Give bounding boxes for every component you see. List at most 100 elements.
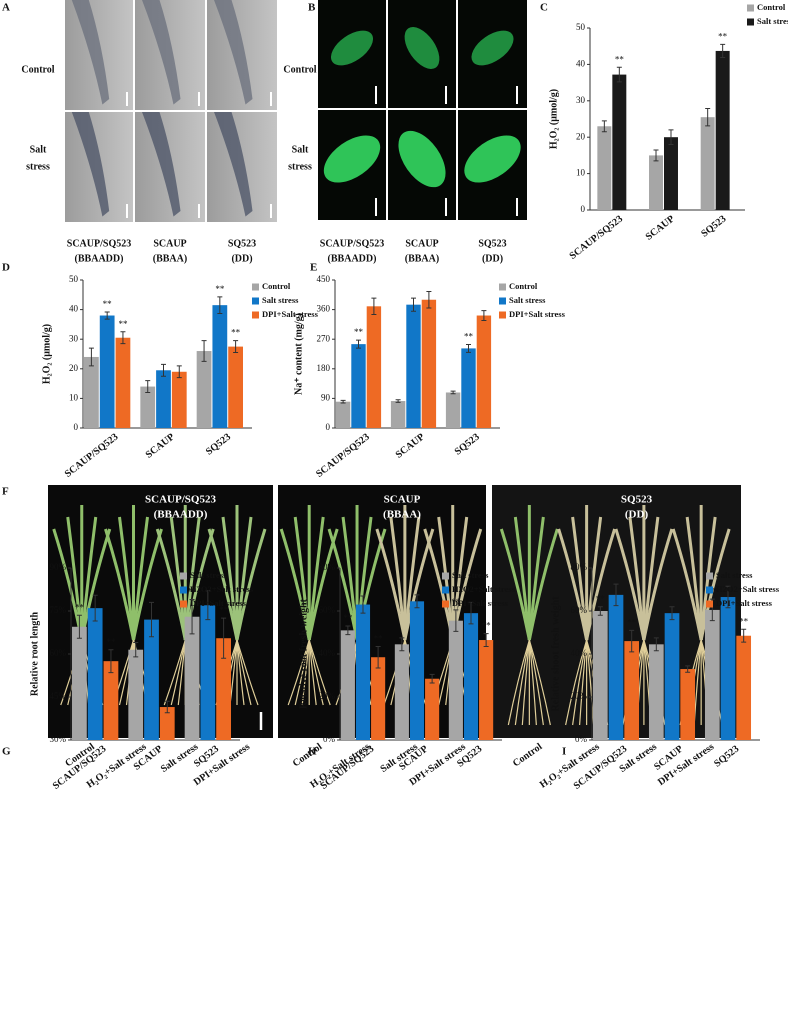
bar — [624, 641, 640, 740]
panel-label: I — [562, 746, 566, 758]
root — [507, 639, 530, 726]
bar — [445, 392, 461, 428]
error-bar — [120, 331, 126, 345]
y-tick-label: 50 — [69, 274, 79, 284]
error-bar — [629, 629, 635, 653]
significance: ** — [215, 284, 225, 294]
legend-swatch — [747, 18, 754, 26]
legend-swatch — [442, 586, 449, 594]
bar — [425, 678, 440, 740]
root — [71, 112, 110, 217]
panel-label: C — [540, 2, 548, 14]
y-tick-label: 270 — [317, 333, 331, 343]
significance: ** — [188, 587, 198, 597]
error-bar — [468, 601, 474, 625]
root — [214, 0, 253, 105]
y-tick-label: 30% — [50, 734, 67, 744]
legend-label: Control — [757, 2, 786, 12]
column-label: (BBAA) — [153, 253, 187, 264]
bar — [200, 605, 216, 740]
error-bar — [76, 614, 82, 639]
y-tick-label: 0% — [575, 734, 588, 744]
leaf — [132, 528, 163, 641]
legend-swatch — [180, 572, 187, 580]
error-bar — [597, 606, 603, 616]
error-bar — [399, 637, 405, 652]
legend-label: Control — [509, 281, 538, 291]
legend-swatch — [706, 586, 713, 594]
photo-title: SQ523 — [621, 494, 653, 506]
x-tick-label: SQ523 — [699, 214, 728, 240]
bar — [371, 657, 386, 740]
y-tick-label: 0% — [323, 734, 336, 744]
error-bar — [705, 107, 711, 127]
error-bar — [481, 310, 487, 321]
error-bar — [164, 700, 170, 714]
column-label: (BBAADD) — [328, 253, 377, 264]
bar — [115, 337, 131, 428]
legend-label: DPI+Salt stress — [452, 598, 509, 608]
bar — [140, 386, 156, 428]
error-bar — [653, 637, 659, 652]
y-tick-label: 40% — [319, 648, 336, 658]
error-bar — [360, 595, 366, 614]
legend-swatch — [499, 297, 506, 305]
x-tick-label: SCAUP/SQ523 — [568, 214, 626, 262]
error-bar — [668, 129, 674, 145]
y-tick-label: 90 — [321, 392, 331, 402]
bar — [649, 155, 663, 210]
photo-title: SCAUP — [384, 494, 421, 506]
root — [294, 639, 310, 706]
significance: ** — [343, 613, 353, 623]
legend-swatch — [499, 283, 506, 291]
x-tick-label: SCAUP — [644, 214, 677, 243]
y-tick-label: 80% — [571, 562, 588, 572]
leaf — [585, 528, 617, 641]
bar — [159, 707, 175, 740]
legend-swatch — [499, 311, 506, 319]
error-bar — [466, 343, 471, 353]
panel-label: E — [310, 262, 317, 274]
y-tick-label: 20% — [571, 691, 588, 701]
row-label: Salt — [292, 144, 309, 155]
root — [236, 639, 245, 706]
bar — [72, 626, 87, 740]
root — [514, 639, 530, 726]
y-axis-label: H₂O₂ (μmol/g) — [548, 89, 559, 149]
column-label: SCAUP/SQ523 — [320, 238, 384, 249]
legend-label: H2O2+Salt stress — [452, 584, 516, 594]
root — [528, 639, 537, 726]
legend-label: Salt stress — [757, 16, 788, 26]
bar — [351, 344, 366, 428]
error-bar — [189, 599, 195, 635]
error-bar — [201, 340, 207, 362]
column-label: SQ523 — [478, 238, 506, 249]
y-axis-label: Na⁺ content (mg/g) — [293, 313, 304, 395]
root — [71, 0, 110, 105]
significance: ** — [374, 634, 384, 644]
bar — [394, 644, 409, 740]
legend-swatch — [180, 600, 187, 608]
treatment-label: Control — [511, 741, 545, 769]
y-tick-label: 450 — [317, 274, 331, 284]
error-bar — [720, 43, 726, 58]
x-tick-label: SCAUP/SQ523 — [63, 432, 121, 480]
significance: ** — [118, 319, 128, 329]
bar — [355, 604, 371, 740]
panel-label: D — [2, 262, 10, 274]
root — [236, 639, 259, 706]
error-bar — [205, 590, 211, 621]
legend-label: Salt stress — [452, 570, 489, 580]
root — [521, 639, 530, 726]
legend-label: Salt stress — [262, 295, 299, 305]
bar — [184, 616, 200, 740]
bar — [736, 635, 752, 740]
root — [287, 639, 310, 706]
bar — [216, 638, 231, 740]
root — [528, 639, 544, 726]
y-axis-label: H₂O₂ (μmol/g) — [41, 324, 52, 384]
error-bar — [104, 311, 110, 320]
error-bar — [176, 365, 182, 379]
significance: ** — [103, 299, 113, 309]
bar — [592, 611, 608, 740]
